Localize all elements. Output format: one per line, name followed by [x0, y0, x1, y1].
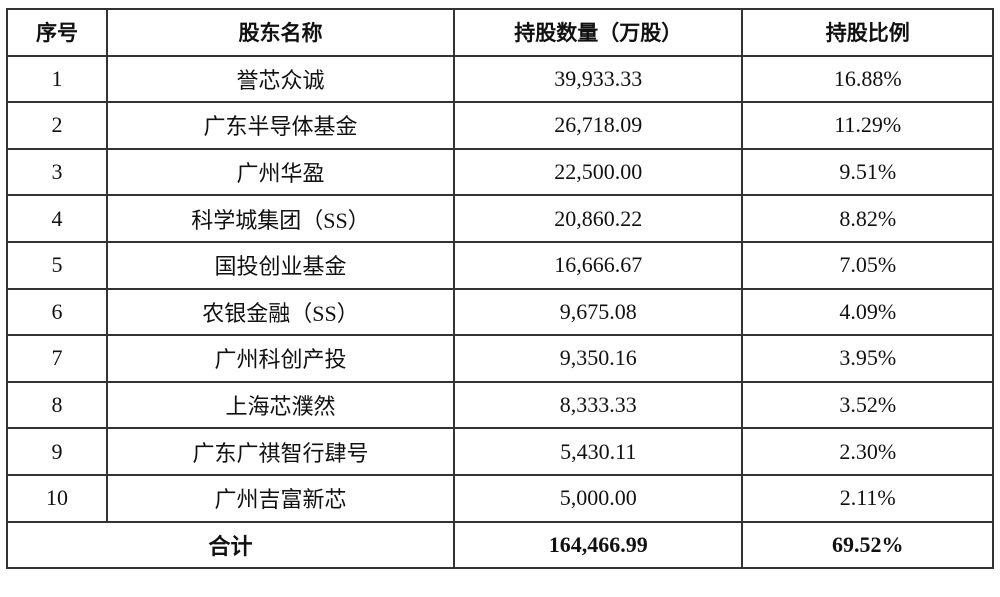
- cell-shares: 16,666.67: [453, 240, 744, 290]
- cell-shares: 39,933.33: [453, 54, 744, 104]
- header-name: 股东名称: [105, 8, 456, 57]
- total-label: 合计: [5, 520, 456, 570]
- cell-no: 4: [6, 194, 108, 243]
- cell-ratio: 3.95%: [741, 334, 994, 383]
- cell-no: 3: [6, 147, 108, 197]
- cell-no: 7: [6, 334, 108, 383]
- cell-no: 2: [6, 101, 108, 150]
- cell-name: 广州科创产投: [105, 334, 456, 383]
- cell-name: 誉芯众诚: [105, 54, 456, 104]
- cell-shares: 9,675.08: [453, 287, 744, 337]
- total-ratio: 69.52%: [741, 520, 994, 570]
- cell-ratio: 8.82%: [741, 194, 994, 243]
- cell-ratio: 2.11%: [741, 473, 994, 523]
- cell-name: 广州吉富新芯: [105, 473, 456, 523]
- cell-no: 9: [6, 427, 108, 476]
- cell-no: 1: [6, 54, 108, 104]
- cell-shares: 5,000.00: [453, 473, 744, 523]
- cell-ratio: 4.09%: [741, 287, 994, 337]
- cell-no: 6: [6, 287, 108, 337]
- cell-ratio: 3.52%: [741, 380, 994, 430]
- table-row: 3 广州华盈 22,500.00 9.51%: [6, 147, 994, 197]
- total-shares: 164,466.99: [453, 520, 744, 570]
- table-row: 2 广东半导体基金 26,718.09 11.29%: [6, 101, 994, 150]
- cell-name: 广东半导体基金: [105, 101, 456, 150]
- cell-shares: 20,860.22: [453, 194, 744, 243]
- cell-no: 5: [6, 240, 108, 290]
- cell-ratio: 7.05%: [741, 240, 994, 290]
- header-no: 序号: [6, 8, 108, 57]
- cell-name: 广东广祺智行肆号: [105, 427, 456, 476]
- cell-ratio: 2.30%: [741, 427, 994, 476]
- cell-shares: 26,718.09: [453, 101, 744, 150]
- cell-ratio: 16.88%: [741, 54, 994, 104]
- table-row: 6 农银金融（SS） 9,675.08 4.09%: [6, 287, 994, 337]
- cell-name: 上海芯濮然: [105, 380, 456, 430]
- cell-no: 8: [6, 380, 108, 430]
- table-row: 8 上海芯濮然 8,333.33 3.52%: [6, 380, 994, 430]
- shareholder-table: 序号 股东名称 持股数量（万股） 持股比例 1 誉芯众诚 39,933.33 16.8…: [5, 8, 994, 570]
- cell-shares: 22,500.00: [453, 147, 744, 197]
- table-row: 1 誉芯众诚 39,933.33 16.88%: [6, 54, 994, 104]
- cell-shares: 9,350.16: [453, 334, 744, 383]
- cell-name: 农银金融（SS）: [105, 287, 456, 337]
- cell-ratio: 11.29%: [741, 101, 994, 150]
- header-ratio: 持股比例: [741, 8, 994, 57]
- cell-name: 广州华盈: [105, 147, 456, 197]
- table-row: 4 科学城集团（SS） 20,860.22 8.82%: [6, 194, 994, 243]
- cell-shares: 5,430.11: [453, 427, 744, 476]
- header-shares: 持股数量（万股）: [453, 8, 744, 57]
- table-row: 7 广州科创产投 9,350.16 3.95%: [6, 334, 994, 383]
- table-row: 10 广州吉富新芯 5,000.00 2.11%: [6, 473, 994, 523]
- cell-no: 10: [6, 473, 108, 523]
- header-row: 序号 股东名称 持股数量（万股） 持股比例: [6, 8, 994, 57]
- cell-ratio: 9.51%: [741, 147, 994, 197]
- cell-shares: 8,333.33: [453, 380, 744, 430]
- table-row: 5 国投创业基金 16,666.67 7.05%: [6, 240, 994, 290]
- cell-name: 科学城集团（SS）: [105, 194, 456, 243]
- table-row: 9 广东广祺智行肆号 5,430.11 2.30%: [6, 427, 994, 476]
- total-row: 合计 164,466.99 69.52%: [5, 520, 994, 570]
- cell-name: 国投创业基金: [105, 240, 456, 290]
